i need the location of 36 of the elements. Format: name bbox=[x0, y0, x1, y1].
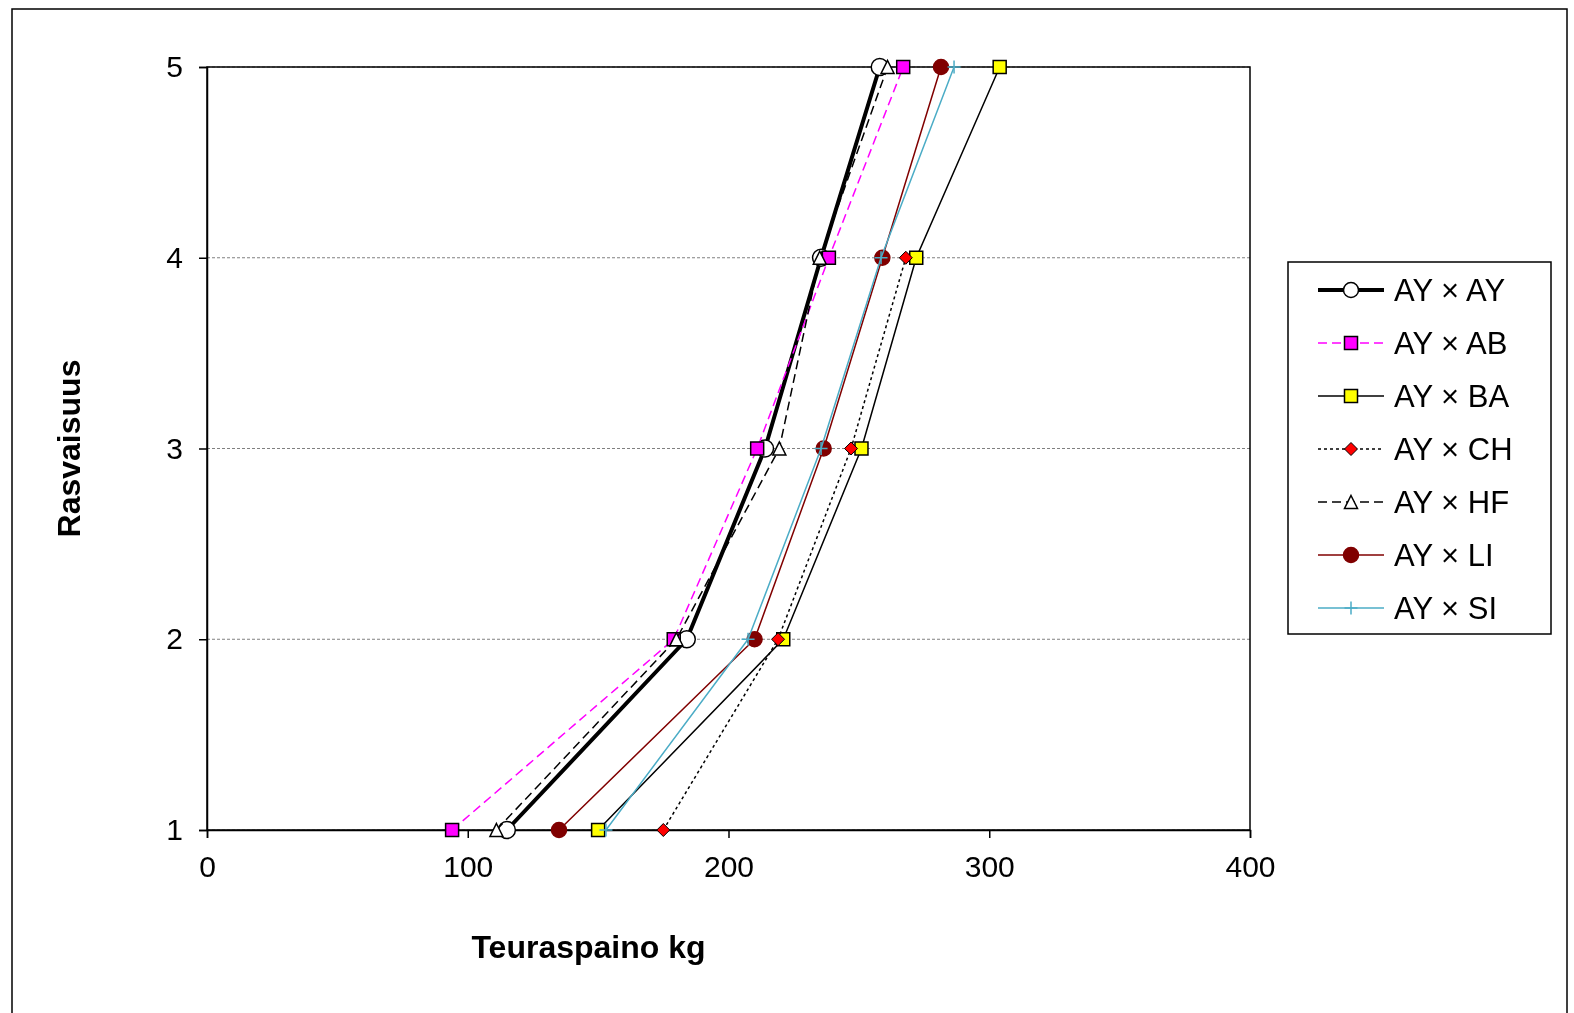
point bbox=[550, 821, 568, 839]
y-tick-label: 2 bbox=[166, 622, 183, 656]
legend-label: AY × CH bbox=[1394, 432, 1513, 467]
y-axis-title: Rasvaisuus bbox=[51, 359, 87, 538]
point bbox=[740, 632, 756, 647]
point bbox=[444, 822, 460, 838]
point bbox=[844, 441, 859, 456]
x-tick-label: 200 bbox=[703, 850, 755, 884]
point bbox=[880, 59, 895, 75]
legend-label: AY × AB bbox=[1394, 326, 1508, 361]
point bbox=[771, 632, 786, 647]
legend-label: AY × BA bbox=[1394, 379, 1510, 414]
point bbox=[598, 822, 614, 838]
point bbox=[749, 441, 765, 456]
x-tick-label: 100 bbox=[443, 850, 494, 884]
y-tick-label: 4 bbox=[166, 240, 183, 274]
legend-label: AY × AY bbox=[1394, 273, 1506, 308]
point bbox=[656, 823, 671, 837]
y-tick-label: 1 bbox=[166, 813, 183, 847]
point bbox=[489, 822, 504, 838]
point bbox=[772, 441, 787, 456]
point bbox=[895, 59, 911, 75]
point bbox=[898, 250, 913, 265]
legend-label: AY × HF bbox=[1394, 485, 1510, 520]
legend-label: AY × LI bbox=[1394, 538, 1494, 573]
y-tick-label: 3 bbox=[166, 431, 183, 465]
x-tick-label: 0 bbox=[199, 850, 216, 884]
x-axis-title: Teuraspaino kg bbox=[471, 929, 706, 965]
point bbox=[946, 59, 962, 75]
y-tick-label: 5 bbox=[166, 50, 183, 84]
x-tick-label: 400 bbox=[1225, 850, 1276, 884]
point bbox=[854, 441, 869, 456]
point bbox=[992, 59, 1007, 75]
x-tick-label: 300 bbox=[964, 850, 1015, 884]
legend-label: AY × SI bbox=[1394, 591, 1498, 626]
point bbox=[932, 58, 950, 76]
